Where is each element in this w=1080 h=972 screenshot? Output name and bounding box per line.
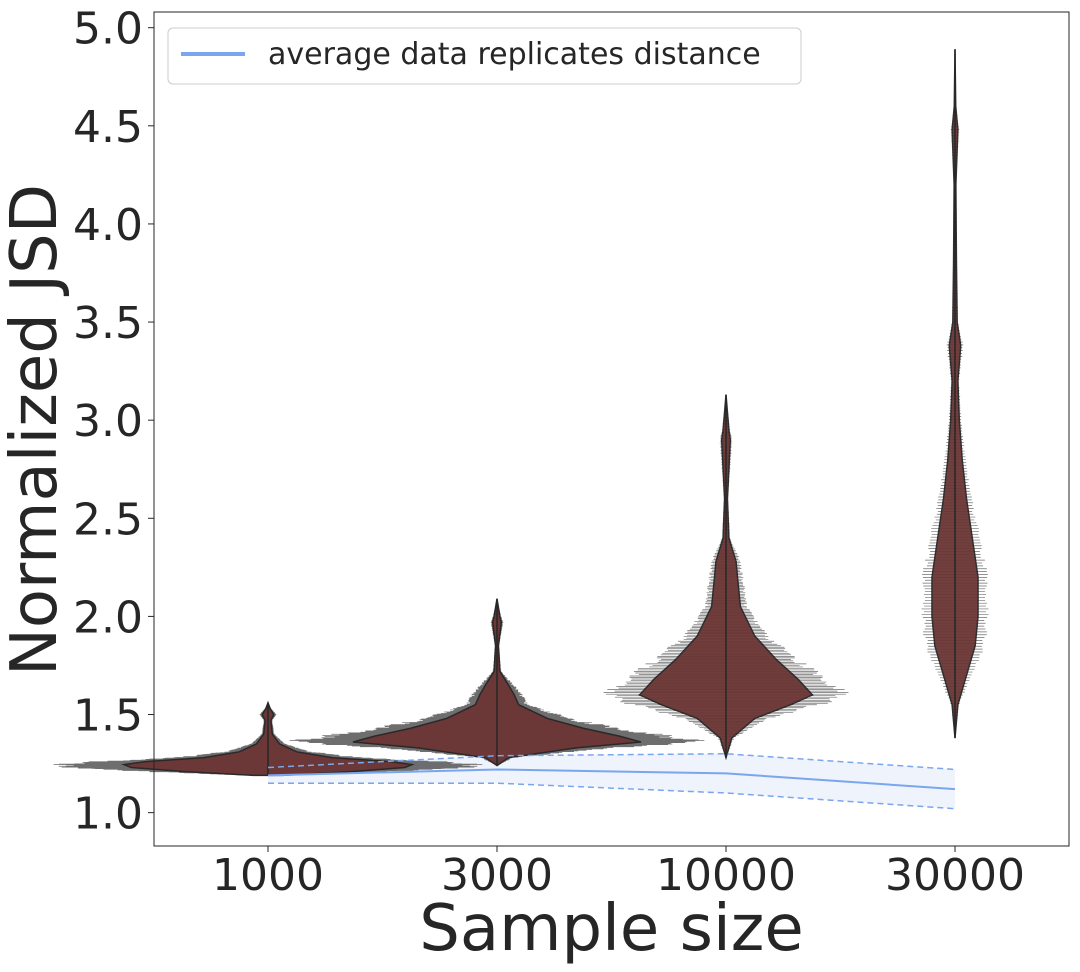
violin-30000 bbox=[921, 49, 989, 739]
legend: average data replicates distance bbox=[167, 27, 802, 85]
y-tick-label: 3.0 bbox=[73, 396, 143, 447]
x-tick-label: 10000 bbox=[656, 850, 796, 901]
avg-mean-line bbox=[267, 768, 956, 791]
violin-1000 bbox=[53, 700, 483, 777]
avg-lower-line bbox=[268, 782, 956, 810]
y-tick-label: 4.0 bbox=[73, 200, 143, 251]
plot-frame bbox=[153, 11, 1070, 847]
y-tick-label: 1.0 bbox=[73, 789, 143, 840]
y-tick-label: 1.5 bbox=[73, 691, 143, 742]
violins bbox=[53, 49, 989, 777]
y-tick-label: 5.0 bbox=[73, 4, 143, 55]
legend-box bbox=[167, 27, 802, 85]
violin-3000 bbox=[289, 598, 705, 767]
y-ticks: 1.0 1.5 2.0 2.5 3.0 3.5 4.0 4.5 5.0 bbox=[73, 4, 154, 840]
avg-distance-lines bbox=[267, 753, 956, 810]
y-tick-label: 2.0 bbox=[73, 592, 143, 643]
x-tick-label: 1000 bbox=[212, 850, 324, 901]
legend-label: average data replicates distance bbox=[268, 37, 761, 72]
y-axis-title: Normalized JSD bbox=[0, 184, 72, 676]
x-tick-label: 3000 bbox=[441, 850, 553, 901]
x-ticks: 1000 3000 10000 30000 bbox=[212, 846, 1025, 901]
x-axis-title: Sample size bbox=[419, 892, 803, 966]
avg-upper-line bbox=[267, 753, 956, 771]
x-tick-label: 30000 bbox=[885, 850, 1025, 901]
y-tick-label: 2.5 bbox=[73, 494, 143, 545]
violin-10000 bbox=[603, 394, 849, 761]
y-tick-label: 4.5 bbox=[73, 102, 143, 153]
y-tick-label: 3.5 bbox=[73, 298, 143, 349]
